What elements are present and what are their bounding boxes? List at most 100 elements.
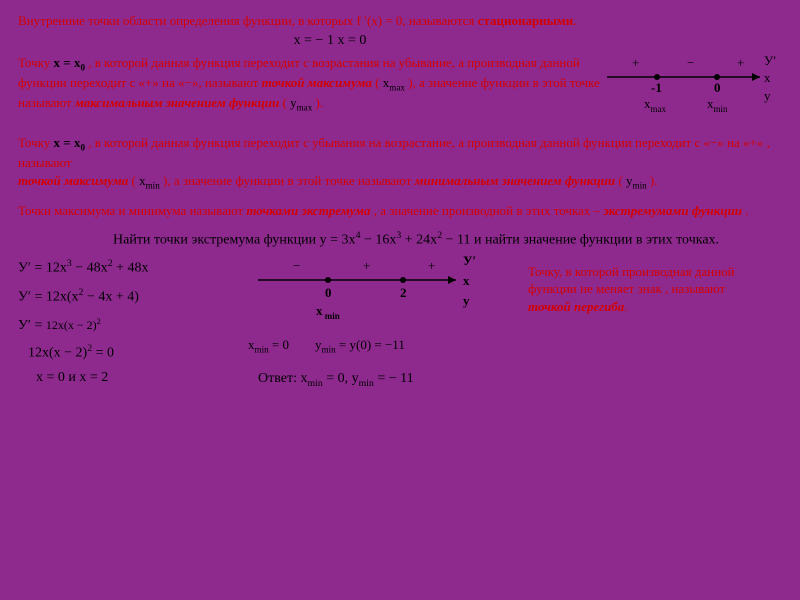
dl1p2: 2 bbox=[108, 258, 113, 269]
task-p3: 3 bbox=[396, 230, 401, 241]
p3-xmin-sub: min bbox=[146, 180, 160, 190]
p1-text-a: Внутренние точки области определения фун… bbox=[18, 13, 474, 28]
d1-x: x bbox=[764, 70, 771, 85]
task-p4: 4 bbox=[356, 230, 361, 241]
task-line: Найти точки экстремума функции y = 3x4 −… bbox=[113, 229, 782, 251]
dl2p2: 2 bbox=[79, 287, 84, 298]
ans-xsub: min bbox=[307, 377, 322, 388]
note-c: . bbox=[624, 299, 627, 314]
dl3b: 12x(x − 2) bbox=[46, 318, 97, 332]
p1-text-b: стационарными bbox=[478, 13, 574, 28]
dl1c: + 48x bbox=[116, 260, 148, 275]
p3-sub0: 0 bbox=[80, 143, 85, 153]
p2-xmax-sub: max bbox=[389, 83, 405, 93]
d2-zero: 0 bbox=[325, 285, 332, 300]
r-xminsub: min bbox=[255, 344, 269, 354]
block-max: Точку x = x0 , в которой данная функция … bbox=[18, 52, 782, 126]
p3-h: ). bbox=[650, 173, 658, 188]
d1-m1: -1 bbox=[651, 80, 662, 95]
p2-ymax-sub: max bbox=[297, 103, 313, 113]
task-b: − 16x bbox=[364, 233, 396, 248]
slide-root: Внутренние точки области определения фун… bbox=[0, 0, 800, 402]
deriv-l1: У′ = 12x3 − 48x2 + 48x bbox=[18, 257, 218, 279]
dl2a: У′ = 12x(x bbox=[18, 290, 79, 305]
sign-diagram-2: − + + У′ x 0 2 у x min bbox=[238, 255, 498, 330]
p1-text-c: . bbox=[573, 13, 576, 28]
paragraph-stationary: Внутренние точки области определения фун… bbox=[18, 12, 782, 30]
p2-ymax: ymax bbox=[290, 95, 312, 110]
task-c: + 24x bbox=[405, 233, 437, 248]
d2-y: у bbox=[463, 293, 470, 308]
p2-a: Точку bbox=[18, 55, 54, 70]
r-ymineq: = y(0) = −11 bbox=[336, 337, 405, 352]
p3-e: ), а значение функции в этой точке назыв… bbox=[163, 173, 415, 188]
p4-d: экстремумами функции bbox=[603, 203, 742, 218]
note-col: Точку, в которой производная данной функ… bbox=[528, 255, 748, 318]
d1-xmin: xmin bbox=[707, 96, 728, 114]
dl4a: 12x(x − 2) bbox=[28, 345, 87, 360]
dl3p2: 2 bbox=[97, 317, 101, 326]
d1-plus2: + bbox=[737, 55, 744, 70]
d1-zero: 0 bbox=[714, 80, 721, 95]
p3-d: ( bbox=[132, 173, 140, 188]
p2-h: ). bbox=[316, 95, 324, 110]
p3-g: ( bbox=[618, 173, 626, 188]
middle-col: − + + У′ x 0 2 у x min xmin = 0 ymin = y… bbox=[218, 255, 528, 392]
d2-minus: − bbox=[293, 258, 300, 273]
solution-block: У′ = 12x3 − 48x2 + 48x У′ = 12x(x2 − 4x … bbox=[18, 255, 782, 392]
stationary-roots: x = − 1 x = 0 bbox=[0, 32, 782, 51]
sign-diagram-1: + − + У′ x -1 0 у xmax xmin bbox=[602, 52, 782, 126]
p4-b: точками экстремума bbox=[246, 203, 370, 218]
deriv-l5: x = 0 и x = 2 bbox=[36, 369, 218, 388]
p4-e: . bbox=[745, 203, 748, 218]
dl1a: У′ = 12x bbox=[18, 260, 67, 275]
dl2b: − 4x + 4) bbox=[87, 290, 139, 305]
r-xmineq: = 0 bbox=[269, 337, 289, 352]
d2-yprime: У′ bbox=[463, 255, 476, 268]
d2-xmin: x min bbox=[316, 303, 340, 321]
d2-dot2 bbox=[400, 277, 406, 283]
task-d: − 11 и найти значение функции в этих точ… bbox=[446, 233, 719, 248]
p2-c: точкой максимума bbox=[262, 75, 372, 90]
d2-plus2: + bbox=[428, 258, 435, 273]
eq1-text: x = − 1 x = 0 bbox=[294, 33, 367, 48]
p3-line: Точку x = x0 , в которой данная функция … bbox=[18, 134, 782, 191]
d2-two: 2 bbox=[400, 285, 407, 300]
d1-yprime: У′ bbox=[764, 53, 776, 68]
p3-f: минимальным значением функции bbox=[415, 173, 616, 188]
p4-line: Точки максимума и минимума называют точк… bbox=[18, 202, 782, 220]
result-minvals: xmin = 0 ymin = y(0) = −11 bbox=[248, 336, 528, 356]
note-line: Точку, в которой производная данной функ… bbox=[528, 263, 748, 316]
d2-x: x bbox=[463, 273, 470, 288]
note-a: Точку, в которой производная данной функ… bbox=[528, 264, 735, 297]
p2-d: ( bbox=[375, 75, 383, 90]
dl4b: = 0 bbox=[96, 345, 114, 360]
ans-y: y bbox=[352, 371, 359, 386]
d1-y: у bbox=[764, 88, 771, 103]
derivation-col: У′ = 12x3 − 48x2 + 48x У′ = 12x(x2 − 4x … bbox=[18, 255, 218, 390]
ans-label: Ответ: bbox=[258, 371, 300, 386]
dl5: x = 0 и x = 2 bbox=[36, 370, 108, 385]
d2-dot1 bbox=[325, 277, 331, 283]
p2-g: ( bbox=[282, 95, 290, 110]
d1-plus1: + bbox=[632, 55, 639, 70]
note-b: точкой перегиба bbox=[528, 299, 624, 314]
deriv-l4: 12x(x − 2)2 = 0 bbox=[28, 342, 218, 364]
p2-xmax: xmax bbox=[383, 75, 405, 90]
p3-xmin: xmin bbox=[139, 173, 160, 188]
p3-xeq: x = x0 bbox=[54, 135, 85, 150]
p3-ymin-sub: min bbox=[633, 180, 647, 190]
p4-c: , а значение производной в этих точках – bbox=[374, 203, 604, 218]
p4-a: Точки максимума и минимума называют bbox=[18, 203, 246, 218]
p3-xeq-t: x = x bbox=[54, 135, 81, 150]
d2-plus1: + bbox=[363, 258, 370, 273]
p2-xeq: x = x0 bbox=[54, 55, 85, 70]
d1-minus: − bbox=[687, 55, 694, 70]
p3-a: Точку bbox=[18, 135, 54, 150]
p3-c: точкой максимума bbox=[18, 173, 128, 188]
dl4p2: 2 bbox=[87, 343, 92, 354]
dl1b: − 48x bbox=[75, 260, 107, 275]
ans-yeq: = − 11 bbox=[374, 371, 414, 386]
r-yminsub: min bbox=[322, 344, 336, 354]
ans-ysub: min bbox=[359, 377, 374, 388]
